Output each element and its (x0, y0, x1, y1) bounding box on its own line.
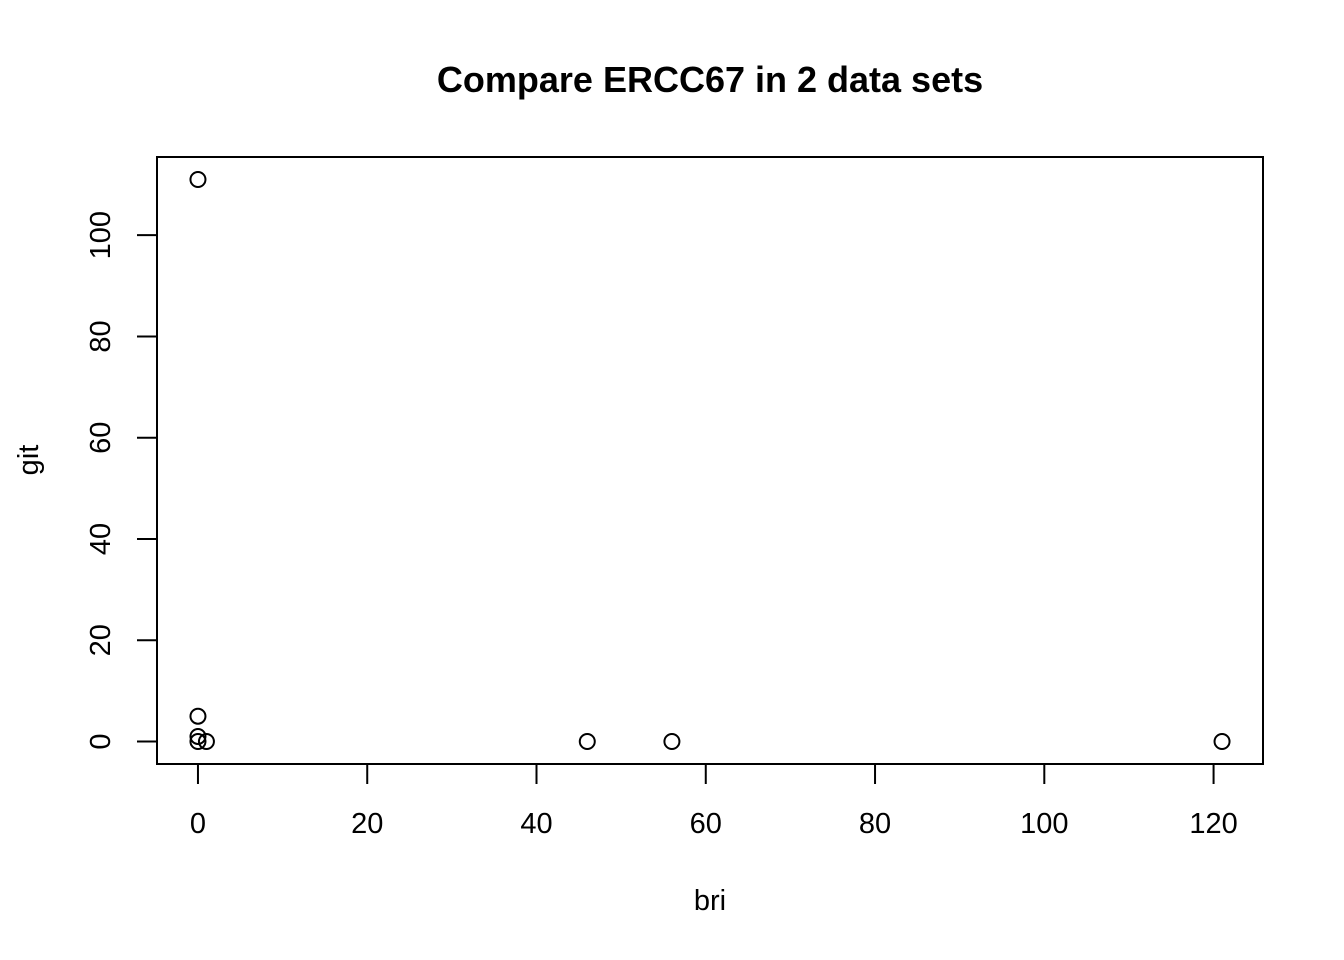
x-tick-label: 100 (1020, 808, 1068, 840)
data-point (1213, 733, 1231, 751)
y-tick-label: 60 (85, 422, 117, 454)
data-point (189, 727, 207, 745)
data-point (189, 707, 207, 725)
data-point (663, 733, 681, 751)
y-tick-label: 0 (85, 733, 117, 749)
data-point (578, 733, 596, 751)
y-tick-label: 20 (85, 624, 117, 656)
data-point (197, 733, 215, 751)
data-points (189, 170, 1231, 751)
x-axis: 0 20 40 60 80 100 120 (190, 763, 1238, 840)
x-tick-label: 120 (1189, 808, 1237, 840)
x-tick-label: 80 (859, 808, 891, 840)
x-axis-label: bri (694, 885, 726, 917)
x-tick-label: 20 (351, 808, 383, 840)
y-axis-label: git (13, 445, 45, 476)
x-tick-label: 0 (190, 808, 206, 840)
y-tick-label: 80 (85, 320, 117, 352)
y-axis: 0 20 40 60 80 100 (85, 211, 158, 750)
x-tick-label: 40 (520, 808, 552, 840)
y-tick-label: 40 (85, 523, 117, 555)
x-tick-label: 60 (690, 808, 722, 840)
data-point (189, 170, 207, 188)
y-tick-label: 100 (85, 211, 117, 259)
data-point (189, 733, 207, 751)
chart-title: Compare ERCC67 in 2 data sets (437, 59, 983, 100)
